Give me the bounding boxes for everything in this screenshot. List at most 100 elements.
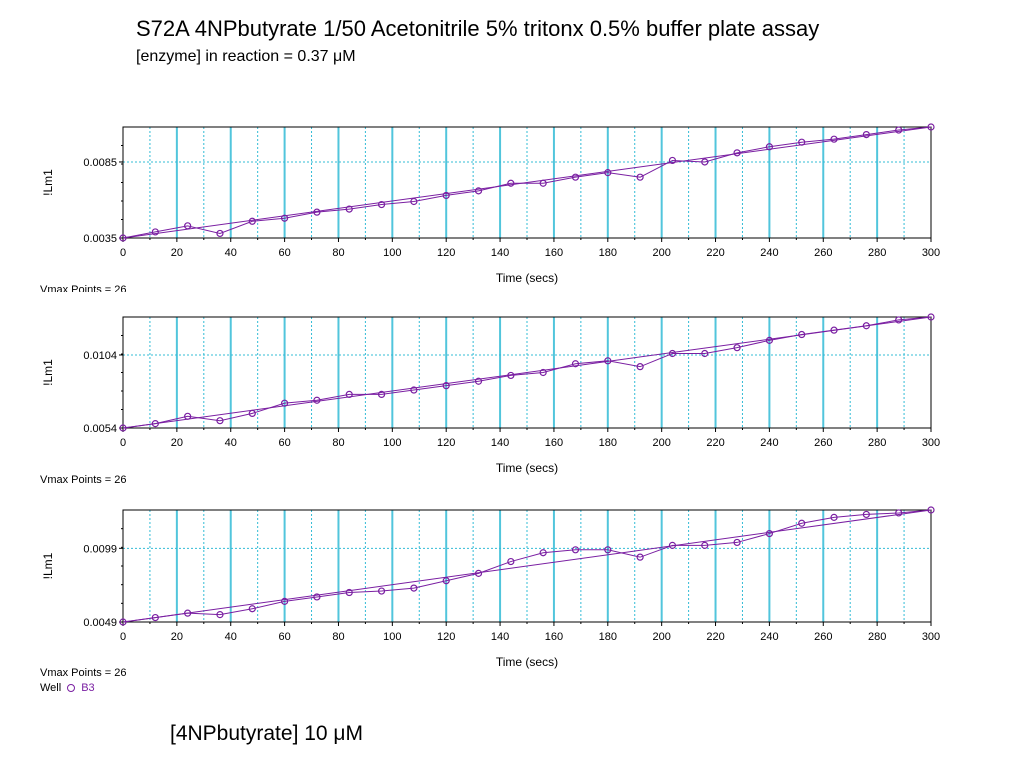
fit-line bbox=[122, 509, 932, 623]
x-tick-label: 20 bbox=[171, 247, 183, 259]
x-tick-label: 120 bbox=[437, 437, 455, 449]
vmax-note-chart-3: Vmax Points = 26 bbox=[40, 667, 127, 679]
x-tick-label: 200 bbox=[652, 631, 670, 643]
data-point bbox=[248, 217, 256, 225]
data-point bbox=[184, 609, 192, 617]
data-point bbox=[830, 135, 838, 143]
x-tick-label: 120 bbox=[437, 631, 455, 643]
x-tick-label: 280 bbox=[868, 631, 886, 643]
data-point bbox=[765, 143, 774, 151]
data-point bbox=[313, 593, 321, 601]
fit-line bbox=[122, 126, 932, 239]
data-point bbox=[151, 228, 159, 236]
data-point bbox=[927, 313, 935, 321]
x-tick-label: 180 bbox=[599, 437, 617, 449]
data-point bbox=[862, 510, 870, 519]
data-point bbox=[313, 396, 321, 404]
data-point bbox=[927, 506, 935, 514]
data-point bbox=[474, 377, 483, 385]
data-point bbox=[377, 200, 386, 209]
y-tick-label: 0.0085 bbox=[83, 157, 117, 169]
data-point bbox=[345, 205, 353, 213]
x-tick-label: 80 bbox=[332, 631, 344, 643]
substrate-concentration-footer: [4NPbutyrate] 10 μM bbox=[170, 722, 364, 745]
data-point bbox=[571, 360, 580, 368]
x-tick-label: 100 bbox=[383, 247, 401, 259]
x-tick-label: 300 bbox=[922, 437, 940, 449]
data-point bbox=[604, 546, 612, 554]
x-tick-label: 180 bbox=[599, 247, 617, 259]
data-point bbox=[119, 618, 127, 626]
series-line bbox=[122, 316, 932, 429]
chart-3: 0 20 40 60 80 100 120 140 160 180 200 220 240 260 280 3… bbox=[41, 506, 940, 669]
data-point bbox=[281, 597, 289, 605]
data-point bbox=[733, 344, 741, 352]
chart-2: 0 20 40 60 80 100 120 140 160 180 200 220 240 260 280 3… bbox=[41, 313, 940, 475]
data-point bbox=[507, 557, 515, 566]
x-tick-label: 200 bbox=[652, 437, 670, 449]
x-tick-label: 240 bbox=[760, 247, 778, 259]
x-tick-label: 160 bbox=[545, 437, 563, 449]
vmax-note-chart-1: Vmax Points = 26 bbox=[40, 284, 127, 292]
data-point bbox=[604, 357, 612, 365]
y-axis-label: !Lm1 bbox=[41, 359, 55, 386]
x-tick-label: 60 bbox=[278, 631, 290, 643]
data-point bbox=[442, 577, 450, 585]
x-tick-label: 260 bbox=[814, 437, 832, 449]
data-point bbox=[410, 584, 418, 592]
data-point bbox=[377, 587, 386, 595]
data-point bbox=[668, 156, 677, 165]
data-point bbox=[281, 214, 289, 222]
data-point bbox=[539, 368, 547, 377]
x-tick-label: 240 bbox=[760, 631, 778, 643]
enzyme-concentration-subtitle: [enzyme] in reaction = 0.37 μM bbox=[136, 48, 356, 65]
data-point bbox=[119, 424, 127, 432]
data-point bbox=[216, 611, 224, 619]
x-tick-label: 220 bbox=[706, 437, 724, 449]
data-point bbox=[765, 336, 774, 344]
y-tick-label: 0.0049 bbox=[83, 617, 117, 629]
data-point bbox=[345, 390, 353, 399]
x-tick-label: 0 bbox=[120, 247, 126, 259]
x-tick-label: 80 bbox=[332, 247, 344, 259]
x-tick-label: 20 bbox=[171, 437, 183, 449]
data-point bbox=[442, 382, 450, 390]
data-point bbox=[474, 569, 483, 577]
x-tick-label: 140 bbox=[491, 247, 509, 259]
x-tick-label: 40 bbox=[225, 247, 237, 259]
x-tick-label: 0 bbox=[120, 631, 126, 643]
x-tick-label: 160 bbox=[545, 247, 563, 259]
data-point bbox=[636, 173, 644, 181]
x-tick-label: 140 bbox=[491, 631, 509, 643]
y-tick-label: 0.0035 bbox=[83, 233, 117, 245]
page-title: S72A 4NPbutyrate 1/50 Acetonitrile 5% tr… bbox=[136, 16, 820, 41]
data-point bbox=[377, 390, 386, 399]
data-point bbox=[571, 173, 580, 181]
x-tick-label: 140 bbox=[491, 437, 509, 449]
x-tick-label: 220 bbox=[706, 631, 724, 643]
data-point bbox=[184, 412, 192, 420]
legend: Well B3 bbox=[40, 682, 95, 694]
x-tick-label: 220 bbox=[706, 247, 724, 259]
x-tick-label: 100 bbox=[383, 437, 401, 449]
y-axis-label: !Lm1 bbox=[41, 169, 55, 196]
x-tick-label: 240 bbox=[760, 437, 778, 449]
x-tick-label: 0 bbox=[120, 437, 126, 449]
data-point bbox=[798, 138, 806, 146]
x-tick-label: 260 bbox=[814, 631, 832, 643]
data-point bbox=[798, 330, 806, 339]
data-point bbox=[507, 371, 515, 380]
data-point bbox=[895, 509, 903, 517]
data-point bbox=[216, 417, 224, 425]
data-point bbox=[830, 513, 838, 521]
x-tick-label: 40 bbox=[225, 631, 237, 643]
x-tick-label: 80 bbox=[332, 437, 344, 449]
data-point bbox=[216, 229, 224, 238]
y-tick-label: 0.0054 bbox=[83, 423, 117, 435]
chart-1: 0 20 40 60 80 100 120 140 160 180 200 220 240 260 280 3… bbox=[41, 123, 940, 285]
x-axis-label: Time (secs) bbox=[496, 655, 558, 669]
data-point bbox=[733, 538, 741, 547]
data-point bbox=[733, 149, 741, 157]
x-tick-label: 120 bbox=[437, 247, 455, 259]
data-point bbox=[248, 605, 256, 613]
